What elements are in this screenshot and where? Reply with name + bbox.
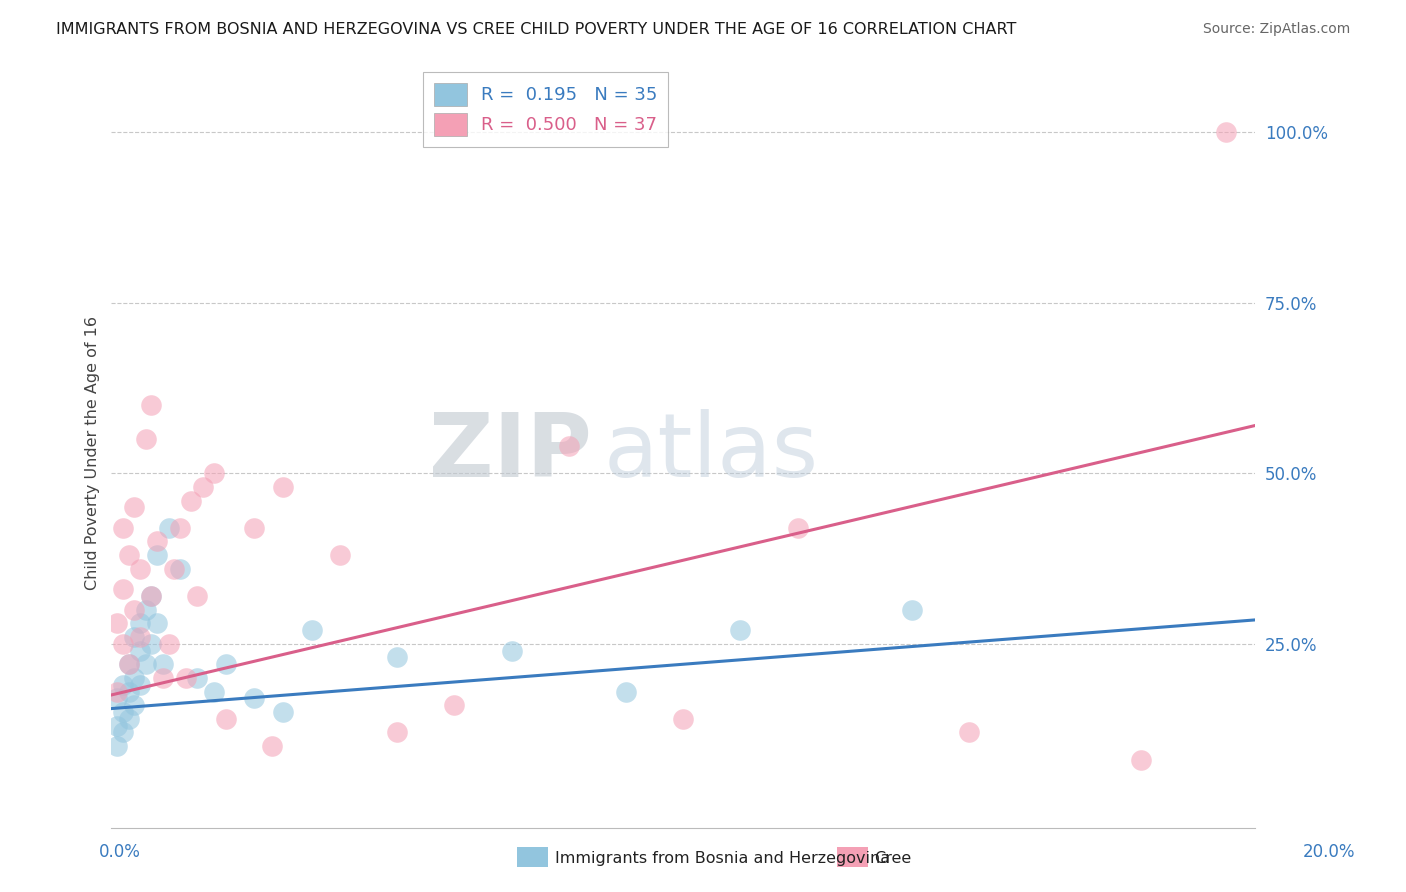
Point [501,643,523,657]
Point [186,589,208,603]
Point [129,643,152,657]
Point [105,616,128,631]
Point [111,678,134,692]
Legend: R =  0.195   N = 35, R =  0.500   N = 37: R = 0.195 N = 35, R = 0.500 N = 37 [423,71,668,147]
Text: Cree: Cree [875,851,911,865]
Point [191,480,214,494]
Point [111,637,134,651]
Point [124,630,146,644]
Point [215,657,238,672]
Point [215,712,238,726]
Point [111,705,134,719]
Text: ZIP: ZIP [429,409,592,496]
Point [152,657,174,672]
Text: Immigrants from Bosnia and Herzegovina: Immigrants from Bosnia and Herzegovina [555,851,890,865]
Point [124,500,146,515]
Text: 0.0%: 0.0% [98,843,141,861]
Point [329,548,352,562]
Y-axis label: Child Poverty Under the Age of 16: Child Poverty Under the Age of 16 [86,316,100,590]
Point [202,467,225,481]
Point [111,582,134,597]
Point [105,691,128,706]
Point [180,493,202,508]
Point [443,698,465,713]
Point [135,603,157,617]
Point [301,623,323,637]
Point [202,684,225,698]
Point [152,671,174,685]
Point [186,671,208,685]
Point [271,480,294,494]
Point [129,616,152,631]
Point [111,725,134,739]
Text: atlas: atlas [603,409,818,496]
Point [1215,125,1237,139]
Point [124,671,146,685]
Point [957,725,980,739]
Point [129,678,152,692]
Point [672,712,695,726]
Point [260,739,283,753]
Point [157,521,180,535]
Point [124,603,146,617]
Point [105,739,128,753]
Point [387,725,409,739]
Point [271,705,294,719]
Text: IMMIGRANTS FROM BOSNIA AND HERZEGOVINA VS CREE CHILD POVERTY UNDER THE AGE OF 16: IMMIGRANTS FROM BOSNIA AND HERZEGOVINA V… [56,22,1017,37]
Point [146,616,169,631]
Point [124,698,146,713]
Point [786,521,808,535]
Point [1129,753,1152,767]
Point [141,589,163,603]
Point [169,521,191,535]
Point [117,657,139,672]
Text: 20.0%: 20.0% [1302,843,1355,861]
Point [243,521,266,535]
Point [614,684,637,698]
Point [163,562,186,576]
Point [117,548,139,562]
Point [105,684,128,698]
Point [146,548,169,562]
Point [117,657,139,672]
Point [135,657,157,672]
Point [141,398,163,412]
Point [169,562,191,576]
Point [117,684,139,698]
Point [141,589,163,603]
Point [146,534,169,549]
Text: Source: ZipAtlas.com: Source: ZipAtlas.com [1202,22,1350,37]
Point [129,562,152,576]
Point [111,521,134,535]
Point [129,630,152,644]
Point [558,439,581,453]
Point [730,623,752,637]
Point [387,650,409,665]
Point [105,718,128,732]
Point [243,691,266,706]
Point [117,712,139,726]
Point [141,637,163,651]
Point [174,671,197,685]
Point [901,603,924,617]
Point [135,432,157,446]
Point [157,637,180,651]
